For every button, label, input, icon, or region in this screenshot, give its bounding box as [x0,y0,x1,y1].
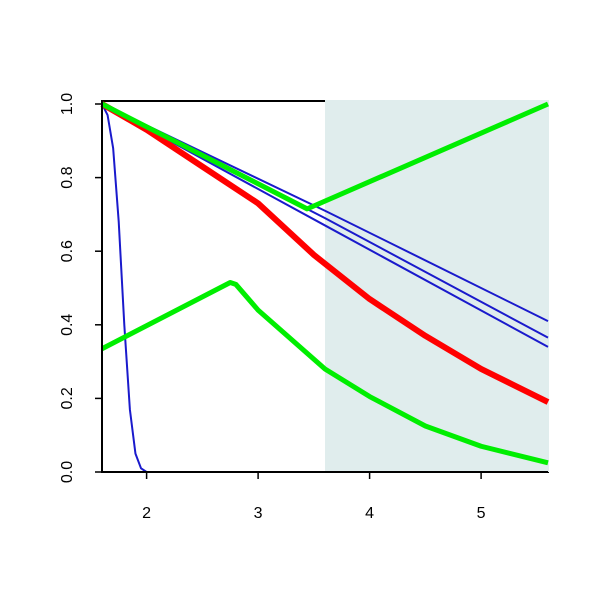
y-tick-label: 0.8 [59,166,76,188]
data-line [100,279,549,466]
y-tick-label: 0.6 [59,240,76,262]
y-tick-label: 0.0 [59,461,76,483]
x-tick-label: 2 [142,505,151,522]
x-tick-label: 5 [477,505,486,522]
x-tick-label: 3 [254,505,263,522]
y-tick-label: 0.2 [59,387,76,409]
y-tick-label: 0.4 [59,314,76,336]
data-line [100,101,549,212]
x-tick-label: 4 [365,505,374,522]
data-line [100,101,550,405]
y-tick-label: 1.0 [59,93,76,115]
